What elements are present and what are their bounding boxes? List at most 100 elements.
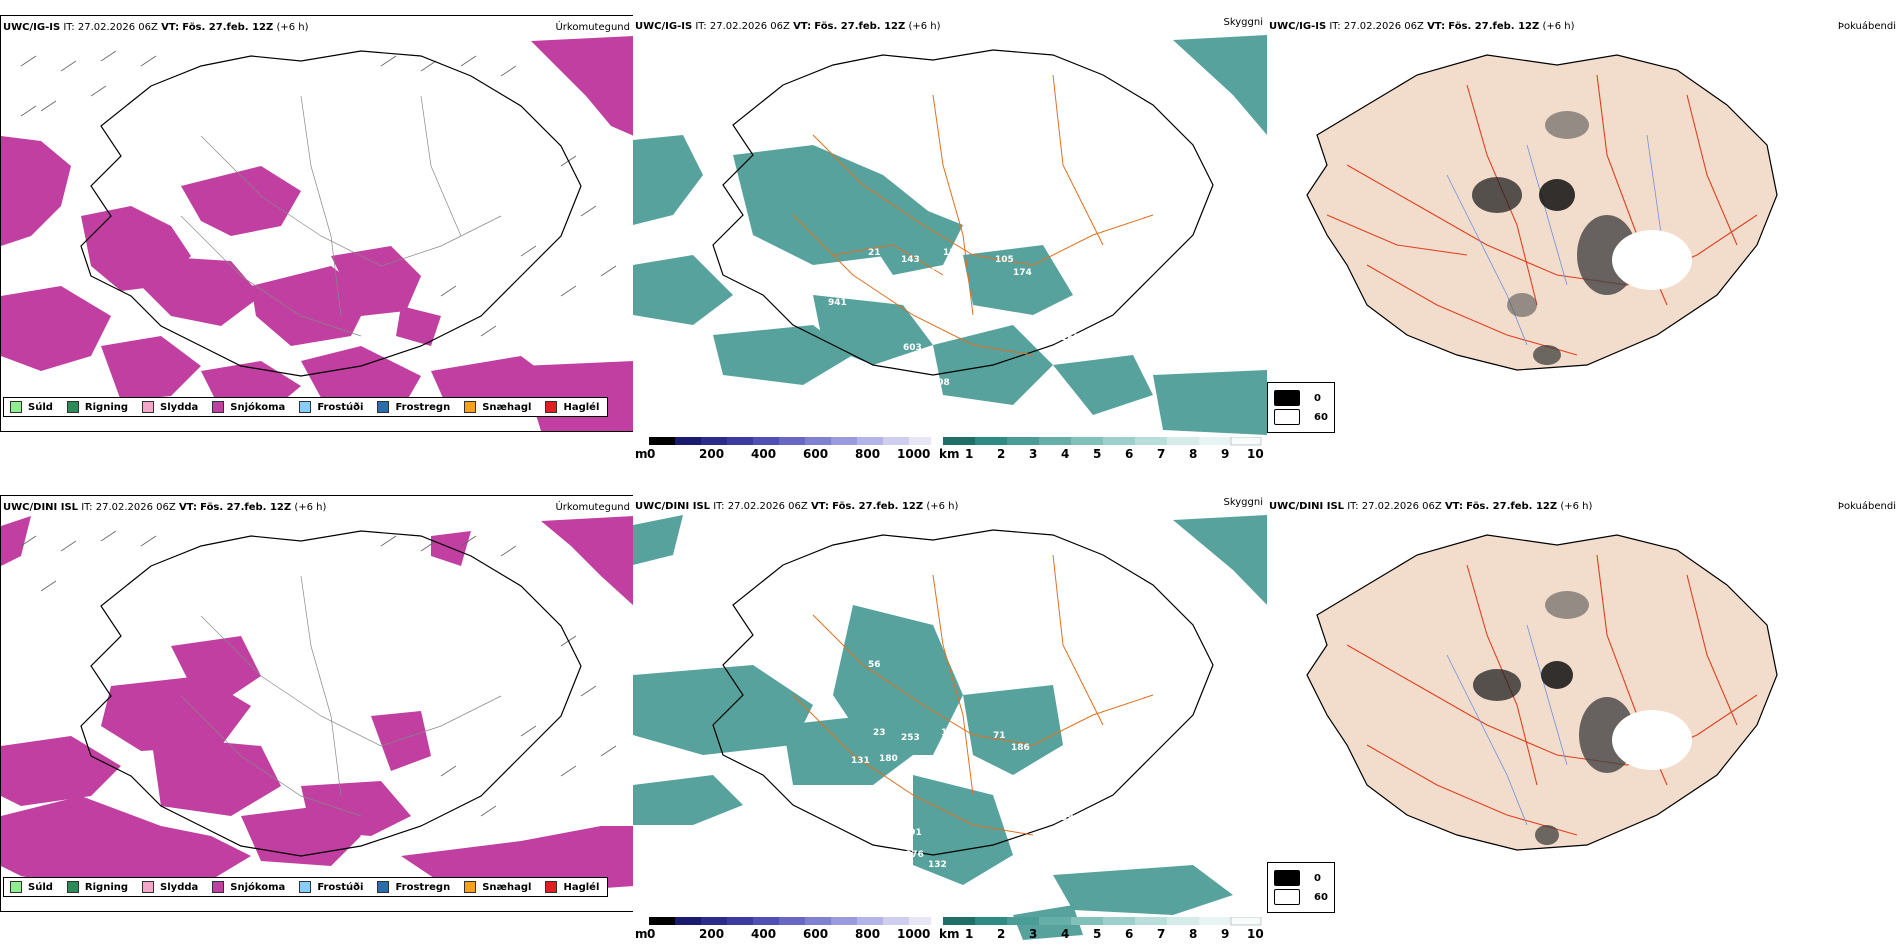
distance-scale	[943, 917, 1263, 927]
fog-legend-item: 60	[1274, 409, 1328, 425]
panel-title: UWC/IG-IS IT: 27.02.2026 06Z VT: Fös. 27…	[1269, 21, 1575, 32]
legend-item-rain: Rigning	[66, 881, 128, 893]
fog-legend: 0 60	[1267, 862, 1335, 913]
iceland-land	[1306, 54, 1778, 371]
svg-text:99: 99	[1061, 813, 1074, 823]
svg-text:23: 23	[873, 728, 886, 738]
svg-text:96: 96	[923, 268, 936, 278]
precip-map	[1, 516, 634, 896]
svg-text:133: 133	[943, 248, 962, 258]
legend-item-snow-pellets: Snæhagl	[464, 881, 531, 893]
legend-item-drizzle: Súld	[10, 881, 53, 893]
fog-legend-item: 60	[1274, 889, 1328, 905]
legend-item-drizzle: Súld	[10, 401, 53, 413]
fog-patches	[1472, 111, 1692, 365]
fog-panel-top: UWC/IG-IS IT: 27.02.2026 06Z VT: Fös. 27…	[1267, 15, 1900, 465]
fog-map	[1306, 534, 1778, 851]
svg-text:126: 126	[971, 183, 990, 193]
svg-text:973: 973	[958, 421, 977, 431]
legend-item-rain: Rigning	[66, 401, 128, 413]
cloud-areas	[633, 515, 1267, 940]
road-lines	[180, 95, 502, 337]
panel-title: UWC/DINI ISL IT: 27.02.2026 06Z VT: Fös.…	[1269, 501, 1593, 512]
svg-text:154: 154	[868, 273, 887, 283]
height-scale-labels: m 0 200 400 600 800 1000	[635, 447, 931, 461]
fog-legend-item: 0	[1274, 390, 1328, 406]
precip-map	[1, 36, 634, 431]
svg-text:108: 108	[931, 378, 950, 388]
svg-text:603: 603	[903, 343, 922, 353]
svg-text:143: 143	[901, 255, 920, 265]
panel-title: UWC/IG-IS IT: 27.02.2026 06Z VT: Fös. 27…	[635, 21, 941, 32]
legend-item-snow: Snjókoma	[212, 881, 285, 893]
legend-item-freezing-drizzle: Frostúði	[299, 401, 363, 413]
iceland-outline	[80, 50, 582, 377]
cloud-areas	[633, 35, 1267, 435]
height-scale	[633, 917, 933, 927]
legend-item-sleet: Slydda	[142, 401, 198, 413]
svg-text:348: 348	[905, 363, 924, 373]
panel-type: Skyggni	[1223, 497, 1263, 508]
svg-text:21: 21	[868, 248, 881, 258]
svg-text:941: 941	[828, 298, 847, 308]
panel-title: UWC/DINI ISL IT: 27.02.2026 06Z VT: Fös.…	[635, 501, 959, 512]
svg-text:378: 378	[908, 383, 927, 393]
snow-areas	[1, 516, 634, 896]
legend-item-freezing-rain: Frostregn	[377, 881, 450, 893]
svg-text:131: 131	[851, 756, 870, 766]
fog-panel-bottom: UWC/DINI ISL IT: 27.02.2026 06Z VT: Fös.…	[1267, 495, 1900, 945]
cloud-panel-top: UWC/IG-IS IT: 27.02.2026 06Z VT: Fös. 27…	[633, 15, 1267, 465]
svg-text:180: 180	[879, 754, 898, 764]
height-colorbar	[649, 917, 931, 925]
wind-barbs	[20, 530, 617, 817]
legend-item-freezing-rain: Frostregn	[377, 401, 450, 413]
svg-text:384: 384	[955, 660, 974, 670]
cloud-base-labels: 56 384 23 253 117 71 186 131 180 391 876…	[851, 660, 1074, 880]
panel-type: Þokuábendi	[1837, 501, 1896, 512]
svg-text:117: 117	[941, 728, 960, 738]
svg-text:186: 186	[1011, 743, 1030, 753]
fog-patches	[1473, 591, 1692, 845]
fog-map	[1306, 54, 1778, 371]
svg-text:876: 876	[905, 850, 924, 860]
roads	[792, 74, 1154, 356]
panel-title: UWC/IG-IS IT: 27.02.2026 06Z VT: Fös. 27…	[3, 22, 309, 33]
svg-text:105: 105	[995, 255, 1014, 265]
svg-text:253: 253	[901, 733, 920, 743]
precip-panel-bottom: UWC/DINI ISL IT: 27.02.2026 06Z VT: Fös.…	[0, 495, 635, 912]
cloud-map: 126 21 143 133 105 174 154 96 17 941 603…	[633, 35, 1267, 435]
svg-text:132: 132	[928, 860, 947, 870]
wind-barbs	[20, 50, 617, 337]
roads	[792, 554, 1154, 836]
precip-legend: Súld Rigning Slydda Snjókoma Frostúði Fr…	[3, 877, 609, 897]
svg-text:226: 226	[903, 870, 922, 880]
panel-type: Skyggni	[1223, 17, 1263, 28]
cloud-base-labels: 126 21 143 133 105 174 154 96 17 941 603…	[828, 183, 1080, 431]
legend-item-hail: Haglél	[545, 881, 599, 893]
svg-text:56: 56	[868, 660, 881, 670]
panel-title: UWC/DINI ISL IT: 27.02.2026 06Z VT: Fös.…	[3, 502, 327, 513]
legend-item-freezing-drizzle: Frostúði	[299, 881, 363, 893]
svg-text:174: 174	[1013, 268, 1032, 278]
precip-legend: Súld Rigning Slydda Snjókoma Frostúði Fr…	[3, 397, 609, 417]
distance-scale-labels: km 1 2 3 4 5 6 7 8 9 10	[939, 447, 1264, 461]
distance-colorbar	[943, 437, 1262, 446]
cloud-map: 56 384 23 253 117 71 186 131 180 391 876…	[633, 515, 1267, 940]
legend-item-sleet: Slydda	[142, 881, 198, 893]
height-scale-labels: m 0 200 400 600 800 1000	[635, 927, 931, 941]
distance-scale-labels: km 1 2 3 4 5 6 7 8 9 10	[939, 927, 1264, 941]
panel-type: Þokuábendi	[1837, 21, 1896, 32]
fog-legend: 0 60	[1267, 382, 1335, 433]
svg-text:17: 17	[851, 283, 864, 293]
legend-item-hail: Haglél	[545, 401, 599, 413]
legend-item-snow: Snjókoma	[212, 401, 285, 413]
height-colorbar	[649, 437, 931, 445]
svg-text:71: 71	[993, 731, 1006, 741]
panel-type: Úrkomutegund	[555, 22, 630, 33]
svg-text:165: 165	[1061, 333, 1080, 343]
distance-scale	[943, 437, 1263, 447]
panel-type: Úrkomutegund	[555, 502, 630, 513]
fog-legend-item: 0	[1274, 870, 1328, 886]
height-scale	[633, 437, 933, 447]
svg-text:391: 391	[903, 828, 922, 838]
